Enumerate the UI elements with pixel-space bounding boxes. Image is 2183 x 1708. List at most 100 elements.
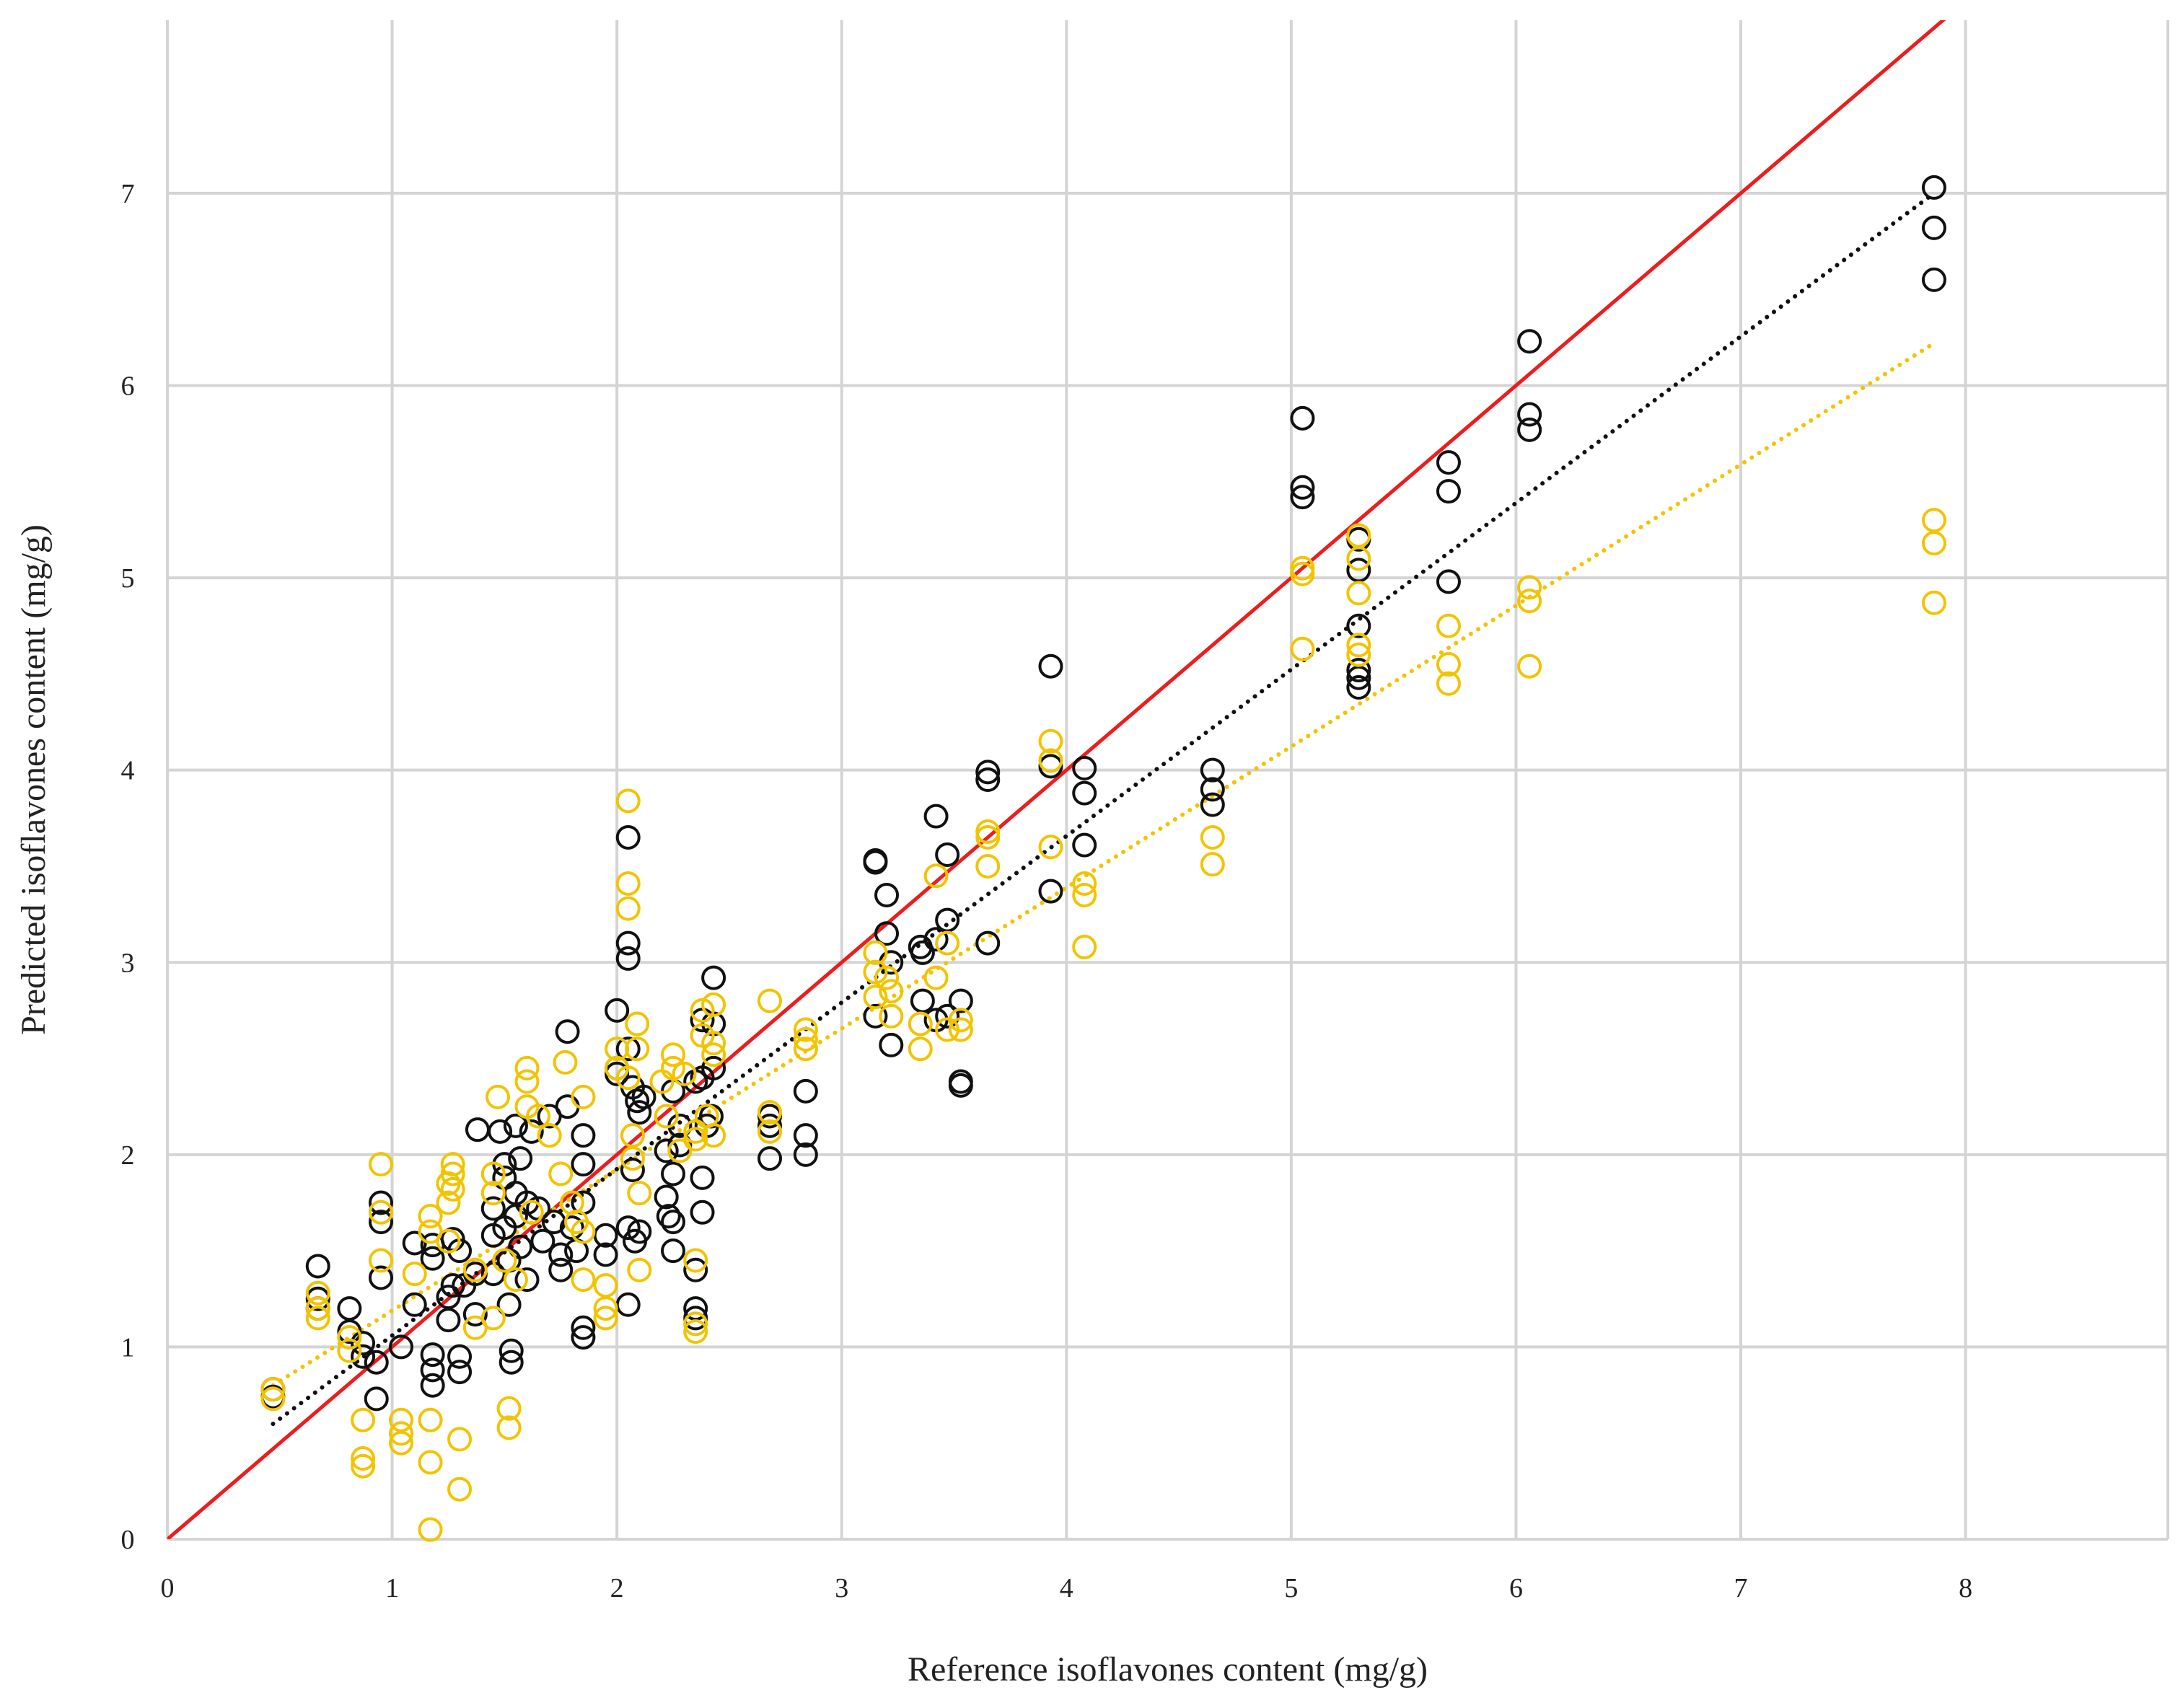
- calibration-point: [793, 1142, 818, 1167]
- calibration-point: [1517, 417, 1542, 442]
- validation-point: [948, 1008, 973, 1033]
- calibration-point: [364, 1386, 389, 1412]
- validation-point: [863, 985, 888, 1010]
- validation-point: [757, 1100, 783, 1125]
- validation-point: [368, 1199, 393, 1225]
- calibration-point: [661, 1210, 686, 1235]
- calibration-point: [975, 930, 1001, 956]
- validation-point: [514, 1069, 540, 1094]
- calibration-point: [923, 804, 949, 829]
- calibration-point: [615, 824, 641, 850]
- y-tick-label: 2: [121, 1140, 135, 1171]
- calibration-point: [1517, 402, 1542, 427]
- calibration-point: [351, 1331, 376, 1356]
- calibration-point: [1072, 756, 1097, 781]
- validation-point: [654, 1104, 679, 1129]
- calibration-point: [440, 1273, 465, 1298]
- calibration-point: [1038, 879, 1063, 904]
- validation-point: [402, 1262, 427, 1287]
- validation-point: [440, 1176, 465, 1202]
- validation-point: [683, 1311, 708, 1337]
- calibration-point: [508, 1234, 533, 1259]
- validation-point: [571, 1267, 596, 1293]
- calibration-point: [514, 1267, 540, 1293]
- validation-point: [615, 788, 641, 814]
- calibration-point: [364, 1350, 389, 1375]
- validation-point: [480, 1306, 506, 1331]
- x-tick-label: 8: [1959, 1573, 1972, 1603]
- calibration-point: [605, 998, 630, 1023]
- validation-point: [1072, 934, 1097, 959]
- validation-point: [462, 1257, 488, 1282]
- validation-point: [923, 965, 949, 990]
- calibration-point: [935, 842, 960, 867]
- validation-point: [1436, 613, 1461, 638]
- validation-point: [948, 1017, 973, 1042]
- calibration-point: [447, 1344, 473, 1369]
- calibration-point: [661, 1238, 686, 1264]
- x-tick-label: 2: [610, 1573, 624, 1603]
- validation-point: [571, 1084, 596, 1109]
- calibration-point: [1921, 267, 1946, 292]
- reference-lines: [167, 20, 1946, 1539]
- calibration-point: [447, 1360, 473, 1385]
- calibration-point: [627, 1100, 652, 1125]
- calibration-point: [690, 1165, 715, 1190]
- calibration-point: [480, 1196, 506, 1221]
- validation-point: [1072, 882, 1097, 907]
- validation-point: [486, 1084, 511, 1109]
- y-tick-label: 6: [121, 371, 135, 402]
- validation-point: [440, 1161, 465, 1187]
- validation-point: [1346, 546, 1371, 571]
- calibration-point: [571, 1325, 596, 1350]
- calibration-point: [975, 767, 1001, 792]
- calibration-point: [1290, 485, 1315, 510]
- validation-point: [503, 1267, 528, 1293]
- validation-point: [480, 1181, 506, 1206]
- calibration-point: [305, 1254, 330, 1279]
- x-tick-label: 4: [1060, 1573, 1073, 1603]
- validation-point: [537, 1123, 562, 1148]
- y-tick-label: 1: [121, 1332, 135, 1363]
- validation-point: [492, 1248, 517, 1273]
- validation-point: [1346, 581, 1371, 606]
- validation-point: [975, 824, 1001, 850]
- validation-point: [620, 1146, 645, 1171]
- validation-point: [615, 1065, 641, 1091]
- calibration-point: [615, 946, 641, 971]
- validation-point: [1921, 590, 1946, 615]
- calibration-point: [627, 1219, 652, 1244]
- calibration-point: [508, 1146, 533, 1171]
- validation-point: [496, 1415, 522, 1440]
- validation-point: [305, 1280, 330, 1306]
- validation-point: [793, 1026, 818, 1052]
- validation-point: [436, 1228, 461, 1254]
- data-points: [260, 175, 1946, 1542]
- calibration-point: [488, 1119, 513, 1144]
- validation-point: [935, 930, 960, 956]
- validation-point: [1517, 589, 1542, 614]
- calibration-point: [874, 921, 900, 946]
- validation-point: [683, 1248, 708, 1273]
- calibration-point: [1436, 450, 1461, 475]
- y-tick-label: 5: [121, 563, 135, 594]
- validation-point: [701, 992, 726, 1017]
- calibration-point: [1921, 175, 1946, 200]
- calibration-point: [701, 965, 726, 990]
- validation-point: [447, 1476, 473, 1502]
- calibration-point: [620, 1158, 645, 1183]
- validation-point: [260, 1386, 286, 1412]
- validation-point: [1200, 824, 1225, 850]
- validation-point: [1517, 653, 1542, 679]
- validation-point: [667, 1138, 693, 1163]
- calibration-point: [683, 1257, 708, 1282]
- validation-point: [975, 853, 1001, 879]
- calibration-point: [923, 927, 949, 952]
- calibration-point: [368, 1265, 393, 1290]
- validation-point: [514, 1055, 540, 1080]
- calibration-point: [656, 1204, 681, 1229]
- validation-point: [1436, 652, 1461, 677]
- calibration-point: [1436, 479, 1461, 504]
- calibration-point: [402, 1292, 427, 1317]
- validation-point: [615, 871, 641, 896]
